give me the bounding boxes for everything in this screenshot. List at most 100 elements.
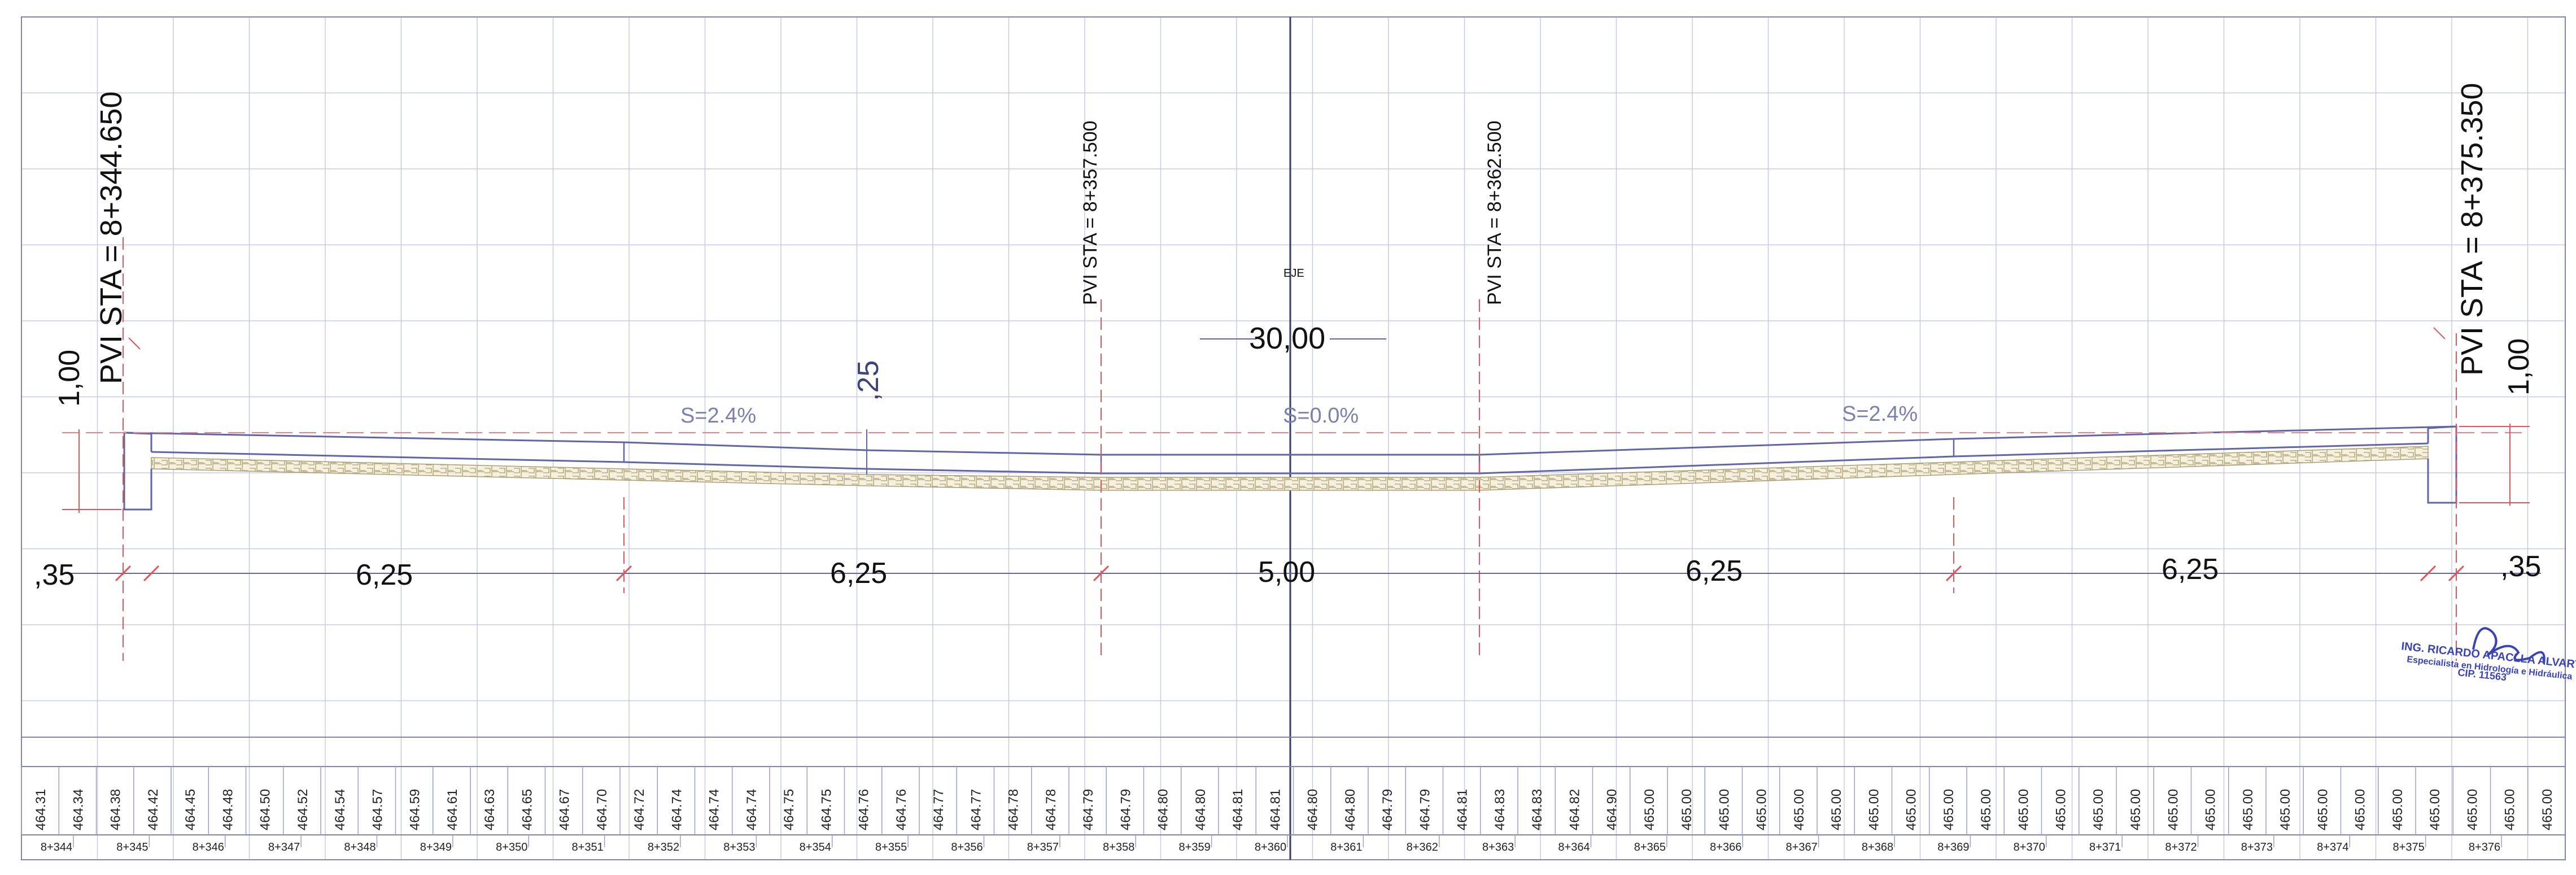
station-label: 8+373 <box>2241 841 2273 854</box>
station-label: 8+374 <box>2317 841 2348 854</box>
elevation-value: 464.48 <box>220 789 235 830</box>
width-dimension-line <box>62 338 2541 574</box>
station-label: 8+352 <box>648 841 679 854</box>
elevation-value: 464.81 <box>1268 789 1283 830</box>
elevation-value: 464.50 <box>258 789 273 830</box>
station-label: 8+365 <box>1634 841 1666 854</box>
elevation-value: 465.00 <box>2091 789 2106 830</box>
elevation-value: 464.63 <box>482 789 497 830</box>
elevation-value: 464.80 <box>1193 789 1208 830</box>
station-label: 8+347 <box>268 841 300 854</box>
pvi-1-label: PVI STA = 8+357.500 <box>1080 121 1101 305</box>
elevation-value: 464.74 <box>744 789 759 830</box>
station-label: 8+351 <box>572 841 604 854</box>
elevation-value: 465.00 <box>2503 789 2518 830</box>
station-label: 8+361 <box>1330 841 1362 854</box>
slope-right-label: S=2.4% <box>1842 402 1918 426</box>
station-label: 8+363 <box>1482 841 1514 854</box>
thickness-label: ,25 <box>852 360 885 401</box>
elevation-value: 464.78 <box>1006 789 1021 830</box>
station-label: 8+354 <box>800 841 831 854</box>
elevation-value: 465.00 <box>2016 789 2031 830</box>
station-label: 8+370 <box>2014 841 2045 854</box>
elevation-value: 464.31 <box>33 789 49 830</box>
station-label: 8+349 <box>420 841 452 854</box>
dim-segment-3: 5,00 <box>1258 556 1315 589</box>
elevation-value: 464.81 <box>1230 789 1246 830</box>
slope-center-label: S=0.0% <box>1283 404 1359 428</box>
station-label: 8+364 <box>1558 841 1590 854</box>
elevation-value: 464.79 <box>1118 789 1133 830</box>
station-label: 8+362 <box>1407 841 1438 854</box>
station-label: 8+357 <box>1027 841 1059 854</box>
elevation-value: 464.76 <box>894 789 909 830</box>
elevation-value: 464.42 <box>146 789 161 830</box>
elevation-value: 464.70 <box>595 789 610 830</box>
elevation-value: 464.74 <box>707 789 722 830</box>
elevation-value: 464.59 <box>408 789 423 830</box>
elevation-value: 464.83 <box>1530 789 1545 830</box>
station-label: 8+346 <box>193 841 224 854</box>
elevation-value: 465.00 <box>2465 789 2480 830</box>
curb-left <box>123 432 152 511</box>
dim-segment-4: 6,25 <box>1686 555 1743 587</box>
station-label: 8+359 <box>1179 841 1211 854</box>
curb-height-left-label: 1,00 <box>53 350 86 407</box>
elevation-value: 465.00 <box>1866 789 1881 830</box>
pvi-start-label: PVI STA = 8+344.650 <box>94 92 128 384</box>
pvi-2-label: PVI STA = 8+362.500 <box>1484 121 1505 305</box>
elevation-value: 464.75 <box>781 789 797 830</box>
elevation-value: 465.00 <box>2390 789 2405 830</box>
elevation-value: 464.80 <box>1306 789 1321 830</box>
elevation-value: 465.00 <box>1979 789 1994 830</box>
elevation-value: 464.77 <box>931 789 946 830</box>
elevation-value: 464.57 <box>370 789 385 830</box>
elevation-value: 465.00 <box>1792 789 1807 830</box>
elevation-value: 465.00 <box>2278 789 2293 830</box>
elevation-value: 464.52 <box>295 789 311 830</box>
elevation-value: 465.00 <box>1829 789 1844 830</box>
elevation-value: 464.45 <box>183 789 198 830</box>
eje-label: EJE <box>1283 267 1304 280</box>
profile-table: 464.31 464.34 464.38 464.42 464.45 464.48 464.… <box>21 737 2565 854</box>
signature <box>2472 627 2546 664</box>
elevation-value: 465.00 <box>2241 789 2256 830</box>
elevation-value: 465.00 <box>1642 789 1657 830</box>
station-label: 8+356 <box>951 841 983 854</box>
drawing-frame <box>21 16 2566 860</box>
total-width-label: 30,00 <box>1249 321 1325 355</box>
station-label: 8+376 <box>2469 841 2500 854</box>
station-label: 8+350 <box>496 841 527 854</box>
dim-curb-right-label: ,35 <box>2500 550 2541 583</box>
station-label: 8+367 <box>1786 841 1818 854</box>
elevation-value: 465.00 <box>1941 789 1957 830</box>
station-label: 8+360 <box>1255 841 1286 854</box>
elevation-value: 464.34 <box>71 789 86 830</box>
reference-lines <box>62 237 2530 661</box>
dim-segment-5: 6,25 <box>2162 553 2219 586</box>
elevation-value: 464.81 <box>1455 789 1470 830</box>
elevation-value: 464.83 <box>1492 789 1508 830</box>
elevation-value: 464.74 <box>669 789 684 830</box>
station-label: 8+369 <box>1937 841 1969 854</box>
elevation-value: 465.00 <box>2315 789 2330 830</box>
elevation-value: 465.00 <box>2128 789 2143 830</box>
elevation-row: 464.31 464.34 464.38 464.42 464.45 464.48 464.… <box>21 767 2555 835</box>
elevation-value: 464.78 <box>1044 789 1059 830</box>
elevation-value: 464.80 <box>1343 789 1358 830</box>
station-label: 8+358 <box>1103 841 1134 854</box>
dim-segment-2: 6,25 <box>830 557 887 590</box>
elevation-value: 464.90 <box>1605 789 1620 830</box>
elevation-value: 464.65 <box>519 789 535 830</box>
elevation-value: 465.00 <box>2165 789 2181 830</box>
curb-height-right-label: 1,00 <box>2503 338 2535 395</box>
station-label: 8+375 <box>2393 841 2425 854</box>
station-label: 8+366 <box>1710 841 1741 854</box>
station-label: 8+353 <box>723 841 755 854</box>
elevation-value: 465.00 <box>1754 789 1770 830</box>
elevation-value: 465.00 <box>2353 789 2368 830</box>
dim-curb-left-label: ,35 <box>34 559 75 591</box>
dimension-ticks <box>115 565 2465 582</box>
pvi-end-label: PVI STA = 8+375.350 <box>2455 83 2489 376</box>
